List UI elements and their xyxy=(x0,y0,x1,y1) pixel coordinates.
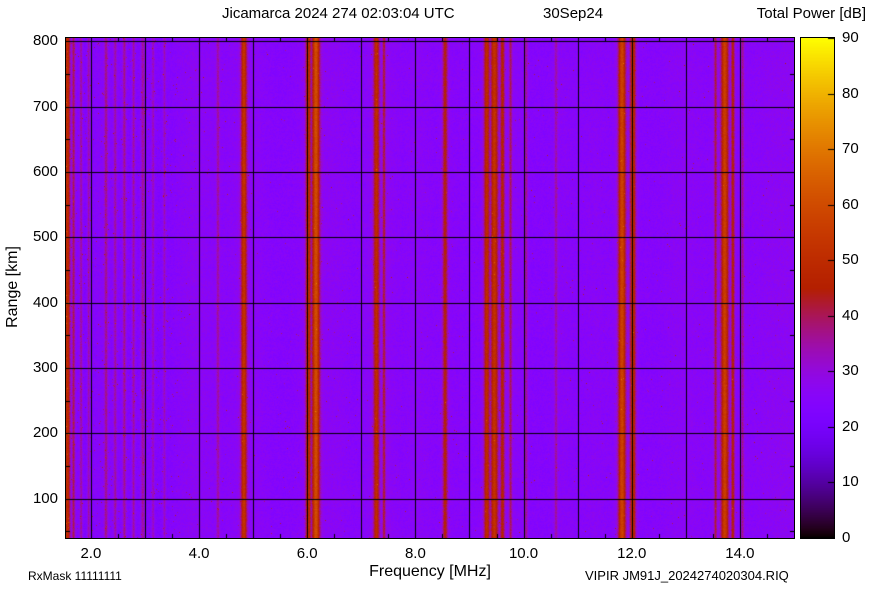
x-tick-label-6.0: 6.0 xyxy=(296,545,318,562)
x-tick-label-4.0: 4.0 xyxy=(188,545,210,562)
y-tick-label-300: 300 xyxy=(32,359,58,377)
x-tick-label-10.0: 10.0 xyxy=(508,545,539,562)
colorbar-title: Total Power [dB] xyxy=(756,5,866,22)
y-tick-label-100: 100 xyxy=(32,489,58,507)
colorbar-tick-label-70: 70 xyxy=(842,140,859,158)
y-tick-label-200: 200 xyxy=(32,424,58,442)
y-axis-label: Range [km] xyxy=(4,246,21,328)
colorbar-tick-label-0: 0 xyxy=(842,529,851,546)
colorbar-tick-label-30: 30 xyxy=(842,362,859,380)
colorbar-canvas xyxy=(801,38,834,538)
y-tick-label-700: 700 xyxy=(32,97,58,115)
heatmap-canvas xyxy=(66,38,794,538)
y-tick-label-400: 400 xyxy=(32,293,58,311)
rxmask-label: RxMask 11111111 xyxy=(28,569,122,583)
colorbar-tick-label-80: 80 xyxy=(842,84,859,102)
plot-date: 30Sep24 xyxy=(543,5,604,22)
colorbar-tick-label-60: 60 xyxy=(842,195,859,213)
y-tick-label-800: 800 xyxy=(32,32,58,50)
colorbar-tick-label-20: 20 xyxy=(842,417,859,435)
x-tick-label-8.0: 8.0 xyxy=(404,545,426,562)
y-tick-label-500: 500 xyxy=(32,228,58,246)
colorbar-tick-label-10: 10 xyxy=(842,473,859,491)
colorbar-tick-label-90: 90 xyxy=(842,29,859,46)
plot-title: Jicamarca 2024 274 02:03:04 UTC xyxy=(222,5,455,22)
colorbar-tick-label-50: 50 xyxy=(842,251,859,269)
x-tick-label-12.0: 12.0 xyxy=(617,545,647,562)
data-file-label: VIPIR JM91J_2024274020304.RIQ xyxy=(585,568,789,583)
colorbar-tick-label-40: 40 xyxy=(842,306,859,324)
y-tick-label-600: 600 xyxy=(32,162,58,180)
x-tick-label-2.0: 2.0 xyxy=(80,545,102,562)
x-axis-label: Frequency [MHz] xyxy=(369,563,491,580)
heatmap-plot-frame xyxy=(65,37,795,539)
colorbar-frame xyxy=(800,37,835,539)
x-tick-label-14.0: 14.0 xyxy=(725,545,755,562)
